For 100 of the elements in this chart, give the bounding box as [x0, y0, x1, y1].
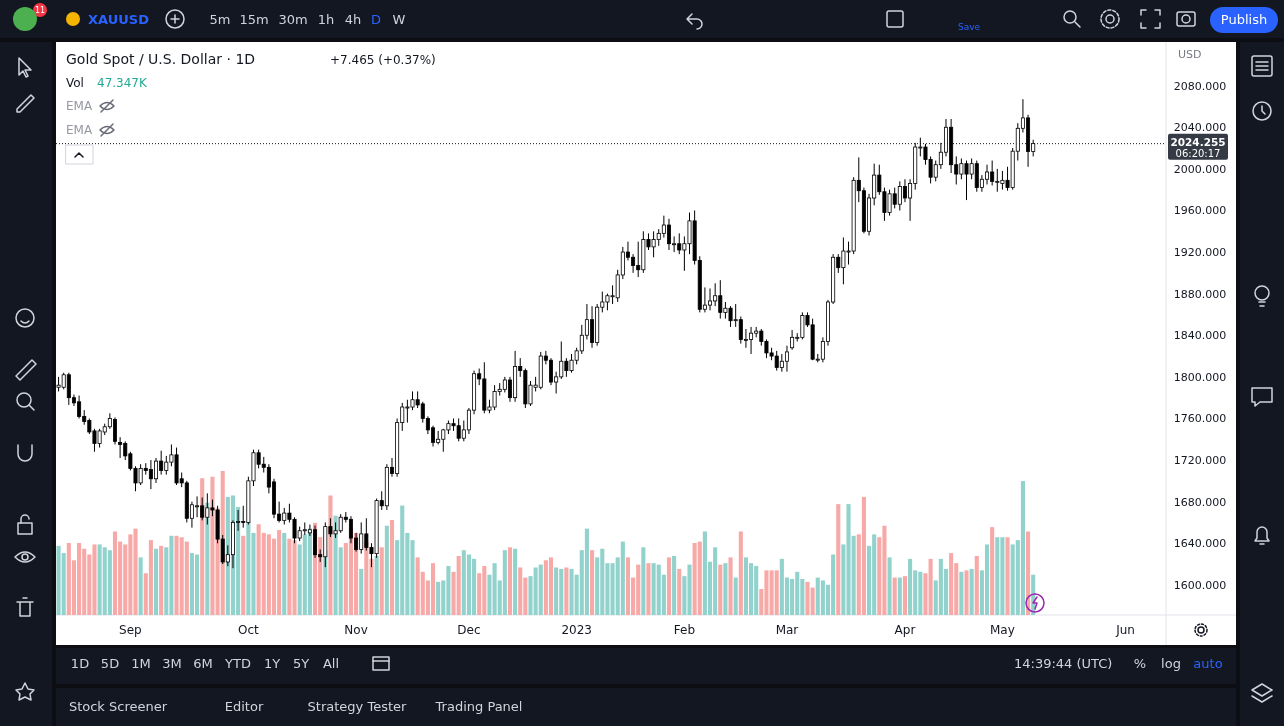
text: USD [1178, 48, 1202, 61]
y-tick-label: 1640.000 [1173, 537, 1227, 551]
bar [184, 541, 189, 615]
x-tick-label: Oct [237, 623, 260, 637]
bar [518, 567, 523, 615]
bar [389, 519, 395, 615]
bar [538, 564, 543, 615]
text: Trading Panel [434, 699, 523, 714]
text: W [392, 12, 406, 27]
bar [836, 504, 841, 615]
y-tick-label: 1880.000 [1173, 287, 1227, 301]
bar [990, 527, 995, 615]
bar [564, 567, 569, 615]
annotation: EMA [66, 123, 93, 137]
text: 1Y [263, 656, 281, 671]
text: YTD [224, 656, 251, 671]
bar [241, 535, 246, 615]
text: 3M [162, 656, 182, 671]
text: 15m [239, 12, 269, 27]
text: XAUUSD [88, 12, 150, 27]
text: % [1133, 656, 1147, 671]
x-tick-label: Feb [673, 623, 695, 637]
x-tick-label: Sep [119, 623, 142, 637]
bar [646, 563, 651, 615]
bar [995, 537, 1000, 615]
bar [677, 568, 682, 615]
text: 5m [209, 12, 231, 27]
bar [959, 571, 964, 615]
text: 1D [70, 656, 90, 671]
bar [148, 540, 153, 615]
text: 30m [278, 12, 308, 27]
text: 5Y [292, 656, 310, 671]
x-tick-label: Jun [1115, 623, 1135, 637]
bar [282, 532, 287, 615]
y-tick-label: 1920.000 [1173, 246, 1227, 260]
bar [887, 557, 892, 615]
y-tick-label: 2040.000 [1173, 121, 1227, 135]
bar [625, 557, 631, 615]
bar [513, 548, 518, 615]
bar [153, 548, 159, 615]
ref-line-label: 2024.255 [1170, 135, 1226, 148]
candlestick [784, 345, 789, 373]
bar [738, 531, 743, 615]
bar [641, 547, 646, 615]
x-tick-label: Dec [457, 623, 481, 637]
text: log [1161, 656, 1181, 671]
text: 1h [317, 12, 335, 27]
text: Gold Spot / U.S. Dollar · 1D [66, 51, 256, 67]
bar [902, 576, 908, 615]
y-tick-label: 2080.000 [1173, 79, 1227, 93]
text: auto [1193, 656, 1223, 671]
x-tick-label: May [990, 623, 1015, 637]
text: 14:39:44 (UTC) [1014, 656, 1113, 671]
bar [892, 577, 897, 615]
bar [584, 528, 589, 615]
text: 6M [193, 656, 213, 671]
bar [507, 547, 513, 615]
bar [620, 541, 625, 615]
bar [974, 555, 979, 615]
candlestick [790, 329, 795, 351]
bar [554, 567, 559, 615]
x-tick-label: Nov [344, 623, 368, 637]
y-tick-label: 2000.000 [1173, 162, 1227, 176]
bar [1020, 481, 1025, 615]
text: Strategy Tester [307, 699, 408, 714]
bar [359, 568, 364, 615]
bar [548, 557, 554, 615]
bar [107, 550, 112, 615]
x-tick-label: 2023 [561, 623, 592, 637]
y-tick-label: 1720.000 [1173, 454, 1227, 468]
bar [159, 545, 164, 615]
y-tick-label: 1800.000 [1173, 370, 1227, 384]
bar [969, 568, 974, 615]
bar [138, 557, 143, 615]
bar [964, 570, 969, 615]
text: Publish [1220, 12, 1268, 27]
bar [384, 525, 389, 615]
annotation: +7.465 (+0.37%) [330, 53, 436, 67]
bar [697, 541, 702, 615]
y-tick-label: 1600.000 [1173, 578, 1227, 592]
x-tick-label: Apr [894, 623, 916, 637]
y-tick-label: 1680.000 [1173, 495, 1227, 509]
bar [733, 577, 738, 615]
text: Save [957, 22, 981, 32]
text: 06:20:17 [1175, 147, 1221, 159]
bar [502, 550, 507, 615]
text: Editor [224, 699, 264, 714]
bar [908, 558, 913, 615]
bar [666, 557, 672, 615]
text: All [322, 656, 340, 671]
text: 4h [344, 12, 362, 27]
bar [774, 570, 779, 615]
bar [723, 563, 728, 615]
bar [672, 555, 677, 615]
y-tick-label: 1840.000 [1173, 329, 1227, 343]
text: 5D [100, 656, 120, 671]
y-tick-label: 1760.000 [1173, 412, 1227, 426]
bar [949, 553, 954, 615]
bar [379, 547, 384, 615]
bar [328, 495, 333, 615]
